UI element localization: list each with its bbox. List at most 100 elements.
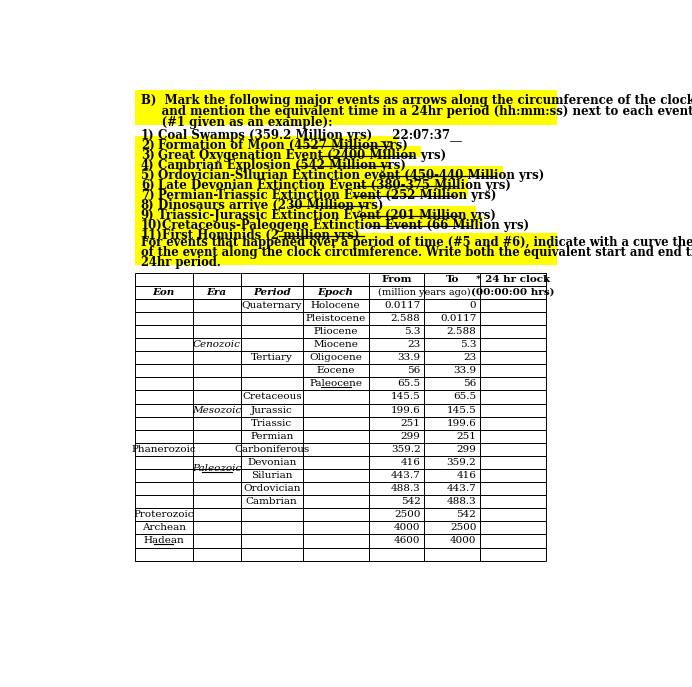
Text: 2.588: 2.588 bbox=[391, 314, 421, 323]
Text: (00:00:00 hrs): (00:00:00 hrs) bbox=[471, 288, 555, 297]
Text: 8): 8) bbox=[140, 199, 154, 212]
Text: 299: 299 bbox=[401, 431, 421, 441]
Bar bbox=[369, 443, 424, 456]
Bar bbox=[480, 416, 546, 429]
Text: 23: 23 bbox=[408, 340, 421, 349]
Bar bbox=[302, 508, 369, 521]
Bar bbox=[424, 273, 480, 286]
Bar bbox=[302, 416, 369, 429]
Bar bbox=[424, 482, 480, 495]
Bar bbox=[192, 338, 241, 351]
Bar bbox=[241, 364, 302, 377]
Bar bbox=[302, 338, 369, 351]
Bar bbox=[192, 390, 241, 403]
Text: Permian-Triassic Extinction Event (252 Million yrs): Permian-Triassic Extinction Event (252 M… bbox=[158, 189, 500, 202]
Text: Late Devonian Extinction Event (380-375 Million yrs): Late Devonian Extinction Event (380-375 … bbox=[158, 179, 515, 192]
Bar bbox=[134, 534, 192, 548]
Bar bbox=[302, 325, 369, 338]
Text: Period: Period bbox=[253, 288, 291, 297]
Bar bbox=[302, 351, 369, 364]
Bar bbox=[134, 90, 557, 125]
Bar bbox=[302, 403, 369, 416]
Text: Triassic-Jurassic Extinction Event (201 Million yrs): Triassic-Jurassic Extinction Event (201 … bbox=[158, 209, 500, 222]
Text: Hadean: Hadean bbox=[143, 537, 184, 545]
Bar bbox=[424, 456, 480, 469]
Bar bbox=[480, 443, 546, 456]
Bar bbox=[302, 521, 369, 534]
Text: 542: 542 bbox=[457, 510, 476, 519]
Text: From: From bbox=[381, 275, 412, 284]
Bar bbox=[134, 206, 475, 217]
Bar bbox=[134, 136, 398, 147]
Bar bbox=[241, 508, 302, 521]
Bar bbox=[241, 325, 302, 338]
Bar bbox=[192, 325, 241, 338]
Bar bbox=[192, 495, 241, 508]
Bar bbox=[241, 443, 302, 456]
Bar bbox=[134, 177, 468, 187]
Bar bbox=[241, 416, 302, 429]
Bar bbox=[134, 216, 483, 227]
Bar bbox=[424, 548, 480, 561]
Text: of the event along the clock circumference. Write both the equivalent start and : of the event along the clock circumferen… bbox=[140, 247, 692, 260]
Bar bbox=[134, 508, 192, 521]
Bar bbox=[424, 325, 480, 338]
Text: Coal Swamps (359.2 Million yrs)  __22:07:37__: Coal Swamps (359.2 Million yrs) __22:07:… bbox=[158, 128, 462, 142]
Bar bbox=[134, 390, 192, 403]
Text: 359.2: 359.2 bbox=[446, 458, 476, 467]
Text: Pliocene: Pliocene bbox=[313, 327, 358, 336]
Bar bbox=[480, 403, 546, 416]
Text: Proterozoic: Proterozoic bbox=[134, 510, 194, 519]
Text: 6): 6) bbox=[140, 179, 154, 192]
Text: 359.2: 359.2 bbox=[391, 445, 421, 454]
Text: Dinosaurs arrive (230 Million yrs): Dinosaurs arrive (230 Million yrs) bbox=[158, 199, 388, 212]
Bar bbox=[134, 338, 192, 351]
Bar bbox=[369, 469, 424, 482]
Text: Pleistocene: Pleistocene bbox=[306, 314, 366, 323]
Bar bbox=[480, 482, 546, 495]
Bar bbox=[134, 299, 192, 312]
Text: 9): 9) bbox=[140, 209, 154, 222]
Bar bbox=[369, 286, 424, 299]
Text: 199.6: 199.6 bbox=[446, 418, 476, 428]
Bar bbox=[241, 534, 302, 548]
Bar bbox=[241, 495, 302, 508]
Text: 299: 299 bbox=[457, 445, 476, 454]
Bar bbox=[192, 377, 241, 390]
Bar bbox=[134, 456, 192, 469]
Bar bbox=[480, 521, 546, 534]
Bar bbox=[369, 312, 424, 325]
Bar bbox=[369, 456, 424, 469]
Text: Triassic: Triassic bbox=[251, 418, 292, 428]
Text: 4000: 4000 bbox=[450, 537, 476, 545]
Bar bbox=[424, 390, 480, 403]
Bar bbox=[134, 325, 192, 338]
Bar bbox=[134, 351, 192, 364]
Text: 4600: 4600 bbox=[394, 537, 421, 545]
Text: Eon: Eon bbox=[152, 288, 175, 297]
Text: Mesozoic: Mesozoic bbox=[192, 405, 242, 414]
Bar bbox=[424, 469, 480, 482]
Bar bbox=[134, 482, 192, 495]
Bar bbox=[480, 286, 546, 299]
Bar bbox=[192, 429, 241, 443]
Bar bbox=[241, 469, 302, 482]
Text: Phanerozoic: Phanerozoic bbox=[131, 445, 196, 454]
Bar bbox=[134, 227, 359, 237]
Bar bbox=[480, 364, 546, 377]
Text: 1): 1) bbox=[140, 128, 154, 142]
Bar bbox=[480, 377, 546, 390]
Text: 488.3: 488.3 bbox=[446, 497, 476, 506]
Bar bbox=[480, 312, 546, 325]
Text: 2): 2) bbox=[140, 139, 154, 152]
Text: Oligocene: Oligocene bbox=[309, 353, 362, 362]
Text: Cretaceous-Paleogene Extinction Event (66 Million yrs): Cretaceous-Paleogene Extinction Event (6… bbox=[163, 218, 534, 232]
Text: 4): 4) bbox=[140, 159, 154, 172]
Text: Holocene: Holocene bbox=[311, 301, 361, 310]
Bar bbox=[302, 390, 369, 403]
Bar bbox=[424, 377, 480, 390]
Bar bbox=[424, 312, 480, 325]
Bar bbox=[369, 325, 424, 338]
Text: 65.5: 65.5 bbox=[453, 392, 476, 401]
Text: 3): 3) bbox=[140, 148, 154, 161]
